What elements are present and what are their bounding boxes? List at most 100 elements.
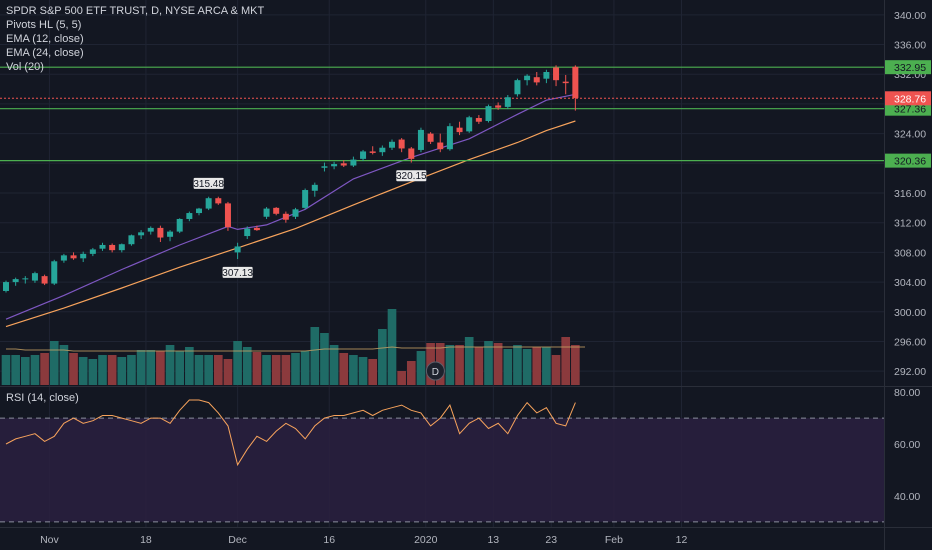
- candle-body: [572, 66, 579, 98]
- level-tag: 320.36: [894, 156, 926, 168]
- rsi-tick-label: 40.00: [894, 491, 920, 503]
- volume-bar: [532, 347, 542, 385]
- candle-body: [118, 244, 125, 251]
- candle-body: [128, 235, 135, 245]
- volume-bar: [358, 357, 368, 385]
- volume-bar: [20, 357, 30, 385]
- volume-bar: [78, 357, 88, 385]
- volume-bar: [445, 345, 455, 385]
- candle-body: [244, 228, 251, 237]
- candle-body: [495, 105, 502, 108]
- volume-bar: [204, 355, 213, 385]
- volume-bar: [474, 347, 484, 385]
- candle-body: [234, 246, 241, 253]
- x-tick-label: Feb: [605, 534, 623, 546]
- candle-body: [205, 198, 212, 209]
- volume-bar: [69, 353, 78, 385]
- candle-body: [51, 261, 58, 284]
- x-tick-label: 13: [487, 534, 499, 546]
- volume-bar: [271, 355, 281, 385]
- last-price-tag-bg: [885, 91, 931, 106]
- pivot-label-bg: [396, 170, 427, 182]
- volume-bar: [117, 357, 127, 385]
- candle-body: [369, 151, 376, 153]
- volume-bar: [185, 347, 194, 385]
- volume-bar: [416, 351, 426, 385]
- volume-bar: [233, 341, 242, 385]
- level-tag: 327.36: [894, 104, 926, 116]
- volume-bar: [136, 350, 146, 385]
- volume-bar: [156, 351, 165, 385]
- candle-body: [109, 244, 116, 251]
- candle-body: [60, 255, 67, 261]
- ema24-line: [5, 120, 576, 328]
- volume-bar: [223, 359, 233, 385]
- pivot-label-bg: [193, 177, 224, 189]
- candle-body: [533, 77, 540, 83]
- x-tick-label: Nov: [40, 534, 59, 546]
- y-tick-label: 316.00: [894, 188, 926, 200]
- candle-body: [273, 207, 280, 214]
- volume-bar: [339, 353, 349, 385]
- candle-body: [12, 279, 19, 283]
- volume-bar: [329, 345, 339, 385]
- candle-body: [553, 67, 560, 81]
- chart-legend: SPDR S&P 500 ETF TRUST, D, NYSE ARCA & M…: [6, 4, 264, 74]
- candle-body: [543, 72, 550, 79]
- candle-body: [99, 244, 106, 249]
- y-tick-label: 296.00: [894, 336, 926, 348]
- volume-bar: [300, 351, 310, 385]
- volume-bar: [194, 355, 204, 385]
- y-tick-label: 292.00: [894, 366, 926, 378]
- candle-body: [263, 208, 270, 217]
- candle-body: [514, 80, 521, 95]
- candle-body: [31, 273, 38, 281]
- candle-body: [186, 213, 193, 219]
- candle-body: [311, 184, 318, 191]
- volume-bar: [242, 347, 252, 385]
- candle-body: [456, 127, 463, 133]
- candle-body: [3, 282, 9, 291]
- candle-body: [524, 75, 531, 81]
- volume-bar: [551, 355, 561, 385]
- rsi-tick-label: 60.00: [894, 439, 920, 451]
- level-tag-bg: [885, 153, 931, 168]
- volume-bar: [522, 349, 532, 385]
- candle-body: [282, 213, 289, 220]
- volume-bar: [59, 345, 69, 385]
- x-tick-label: Dec: [228, 534, 247, 546]
- candle-body: [466, 117, 473, 132]
- candle-body: [157, 227, 164, 238]
- candle-body: [389, 141, 395, 148]
- x-tick-label: 23: [545, 534, 557, 546]
- candle-body: [417, 129, 424, 150]
- volume-bar: [262, 355, 271, 385]
- pivot-label: 315.48: [193, 179, 224, 190]
- legend-ema12: EMA (12, close): [6, 33, 84, 45]
- candle-body: [253, 227, 260, 231]
- x-tick-label: 16: [323, 534, 335, 546]
- candle-body: [292, 209, 299, 217]
- volume-bar: [397, 371, 406, 385]
- volume-bar: [406, 361, 416, 385]
- candle-body: [89, 249, 96, 254]
- pivot-label-bg: [222, 266, 253, 278]
- dividend-icon[interactable]: [425, 361, 445, 381]
- volume-bar: [88, 359, 98, 385]
- candle-body: [80, 253, 87, 259]
- volume-bar: [320, 333, 329, 385]
- volume-bar: [49, 341, 59, 385]
- volume-ma-line: [6, 346, 585, 352]
- candle-body: [70, 255, 77, 259]
- volume-bar: [484, 341, 493, 385]
- volume-bar: [1, 355, 11, 385]
- candle-body: [427, 133, 434, 142]
- candle-body: [41, 276, 48, 284]
- candle-body: [350, 159, 357, 166]
- candle-body: [215, 198, 222, 204]
- dividend-label: D: [432, 367, 439, 378]
- volume-bar: [281, 355, 291, 385]
- candle-body: [138, 232, 145, 236]
- candle-body: [398, 139, 405, 149]
